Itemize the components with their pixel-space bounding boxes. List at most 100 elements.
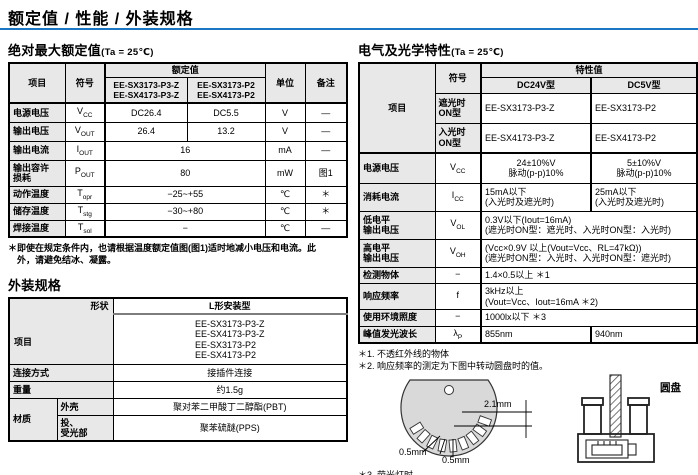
symbol-sub: CC xyxy=(456,167,466,175)
unit-cell: ℃ xyxy=(264,202,306,221)
symbol-sub: stg xyxy=(83,210,92,218)
symbol-cell: IOUT xyxy=(64,140,106,161)
section-abs-max-title: 绝对最大额定值 xyxy=(8,43,102,58)
symbol-base: V xyxy=(450,161,457,172)
unit-cell: ℃ xyxy=(264,185,306,204)
row-label: 检测物体 xyxy=(358,266,436,285)
characteristics-table: 项目 符号 特性值 DC24V型 DC5V型 遮光时 ON型 EE-SX3173… xyxy=(358,62,698,344)
title-underline xyxy=(0,28,698,30)
row-header-light-on: 入光时 ON型 xyxy=(434,122,482,154)
table-row: 使用环境照度 − 1000lx以下 ＊3 xyxy=(358,309,698,327)
symbol-cell: VCC xyxy=(64,102,106,123)
remark-cell: ＊ xyxy=(304,202,348,221)
symbol-sub: CC xyxy=(454,196,464,204)
shape-value: L形安装型 xyxy=(112,297,348,316)
row-label: 动作温度 xyxy=(8,185,66,204)
row-label: 连接方式 xyxy=(8,363,114,382)
page-title: 额定值 / 性能 / 外装规格 xyxy=(8,11,194,28)
disc-center-hole xyxy=(444,385,454,396)
symbol-cell: Topr xyxy=(64,185,106,204)
section-abs-max-heading: 绝对最大额定值(Ta = 25℃) xyxy=(8,40,346,59)
symbol-base: f xyxy=(456,289,459,300)
disc-label: 圆盘 xyxy=(660,381,681,394)
symbol-sub: OUT xyxy=(80,172,95,180)
symbol-cell: − xyxy=(434,309,482,327)
symbol-base: − xyxy=(455,268,461,279)
unit-cell: mA xyxy=(264,140,306,161)
row-label: 使用环境照度 xyxy=(358,309,436,327)
unit-cell: mW xyxy=(264,159,306,187)
row-sublabel: 投、 受光部 xyxy=(56,414,114,442)
col-header-remark: 备注 xyxy=(304,62,348,104)
value-cell: 3kHz以上 (Vout=Vcc、Iout=16mA ＊2) xyxy=(480,283,698,311)
value-cell: 15mA以下 (入光时及遮光时) xyxy=(480,182,592,212)
row-label: 消耗电流 xyxy=(358,182,436,212)
table-row: DC24V型 DC5V型 xyxy=(359,76,698,94)
row-label: 输出电流 xyxy=(8,140,66,161)
symbol-base: P xyxy=(74,166,81,177)
symbol-base: V xyxy=(449,246,456,257)
col-header-models-p2: EE-SX3173-P2 EE-SX4173-P2 xyxy=(186,76,266,104)
symbol-cell: VOUT xyxy=(64,121,106,142)
symbol-cell: f xyxy=(434,283,482,311)
table-row: 输出电压 VOUT 26.4 13.2 V — xyxy=(8,121,348,142)
abs-max-note: ＊即使在规定条件内，也请根据温度额定值图(图1)适时地减小电压和电流。此 外，请… xyxy=(8,243,317,265)
section-spec-title: 外装规格 xyxy=(8,278,62,294)
model-cell: EE-SX4173-P2 xyxy=(590,122,698,154)
table-row: 连接方式 接插件连接 xyxy=(8,363,348,382)
value-cell: DC26.4 xyxy=(104,102,188,123)
table-row: 响应频率 f 3kHz以上 (Vout=Vcc、Iout=16mA ＊2) xyxy=(358,283,698,311)
symbol-cell: Tstg xyxy=(64,202,106,221)
value-cell: 16 xyxy=(104,140,266,161)
value-cell: 25mA以下 (入光时及遮光时) xyxy=(590,182,698,212)
table-row: 动作温度 Topr −25~+55 ℃ ＊ xyxy=(8,185,348,204)
row-label: 响应频率 xyxy=(358,283,436,311)
row-label: 低电平 输出电压 xyxy=(358,210,436,240)
symbol-base: V xyxy=(450,218,457,229)
value-cell: 24±10%V 脉动(p-p)10% xyxy=(480,152,592,184)
symbol-base: I xyxy=(76,143,80,154)
row-label: 储存温度 xyxy=(8,202,66,221)
col-header-rating: 额定值 xyxy=(104,62,266,78)
footnote-2: ＊2. 响应频率的测定为下图中转动圆盘时的值。 xyxy=(358,361,549,372)
dimension-label-gap: 0.5mm xyxy=(442,455,470,465)
symbol-cell: λP xyxy=(434,325,482,344)
table-row: 材质 外壳 聚对苯二甲酸丁二醇酯(PBT) xyxy=(8,397,348,442)
symbol-base: T xyxy=(77,221,84,232)
value-cell: DC5.5 xyxy=(186,102,266,123)
item-label: 项目 xyxy=(14,337,33,348)
table-row: 检测物体 − 1.4×0.5以上 ＊1 xyxy=(358,266,698,285)
table-row: 输出容许 损耗 POUT 80 mW 图1 xyxy=(8,159,348,187)
col-header-unit: 单位 xyxy=(264,62,306,104)
symbol-sub: OUT xyxy=(80,130,95,138)
table-row: 重量 约1.5g xyxy=(8,380,348,399)
symbol-sub: P xyxy=(457,333,463,341)
table-row: EE-SX3173-P3-Z EE-SX4173-P3-Z EE-SX3173-… xyxy=(9,313,348,365)
value-cell: 约1.5g xyxy=(112,380,348,399)
table-row: 形状 项目 L形安装型 xyxy=(8,297,348,365)
table-row: 项目 符号 额定值 单位 备注 xyxy=(8,62,348,104)
row-label: 输出电压 xyxy=(8,121,66,142)
value-cell: (Vcc×0.9V 以上(Vout=Vcc、RL=47kΩ)) (遮光时ON型：… xyxy=(480,238,698,268)
measurement-diagrams: 2.1mm 0.5mm 0.5mm xyxy=(358,374,696,466)
value-cell: 940nm xyxy=(590,325,698,344)
sensor-connector xyxy=(585,439,637,459)
symbol-sub: sol xyxy=(83,227,92,235)
table-row: 输出电流 IOUT 16 mA — xyxy=(8,140,348,161)
table-row: 储存温度 Tstg −30~+80 ℃ ＊ xyxy=(8,202,348,221)
table-row: 遮光时 ON型 EE-SX3173-P3-Z EE-SX3173-P2 xyxy=(359,92,698,124)
table-row: 消耗电流 ICC 15mA以下 (入光时及遮光时) 25mA以下 (入光时及遮光… xyxy=(358,182,698,212)
symbol-base: V xyxy=(74,124,81,135)
section-abs-max-condition: (Ta = 25℃) xyxy=(101,47,154,58)
value-cell: 接插件连接 xyxy=(112,363,348,382)
sensor-diagram: 圆盘 xyxy=(577,374,681,464)
value-cell: 855nm xyxy=(480,325,592,344)
row-label: 电源电压 xyxy=(358,152,436,184)
col-header-symbol: 符号 xyxy=(434,62,482,94)
remark-cell: — xyxy=(304,140,348,161)
remark-cell: — xyxy=(304,121,348,142)
symbol-sub: CC xyxy=(83,111,93,119)
col-header-dc24v: DC24V型 xyxy=(480,76,592,94)
unit-cell: V xyxy=(264,121,306,142)
value-cell: −30~+80 xyxy=(104,202,266,221)
